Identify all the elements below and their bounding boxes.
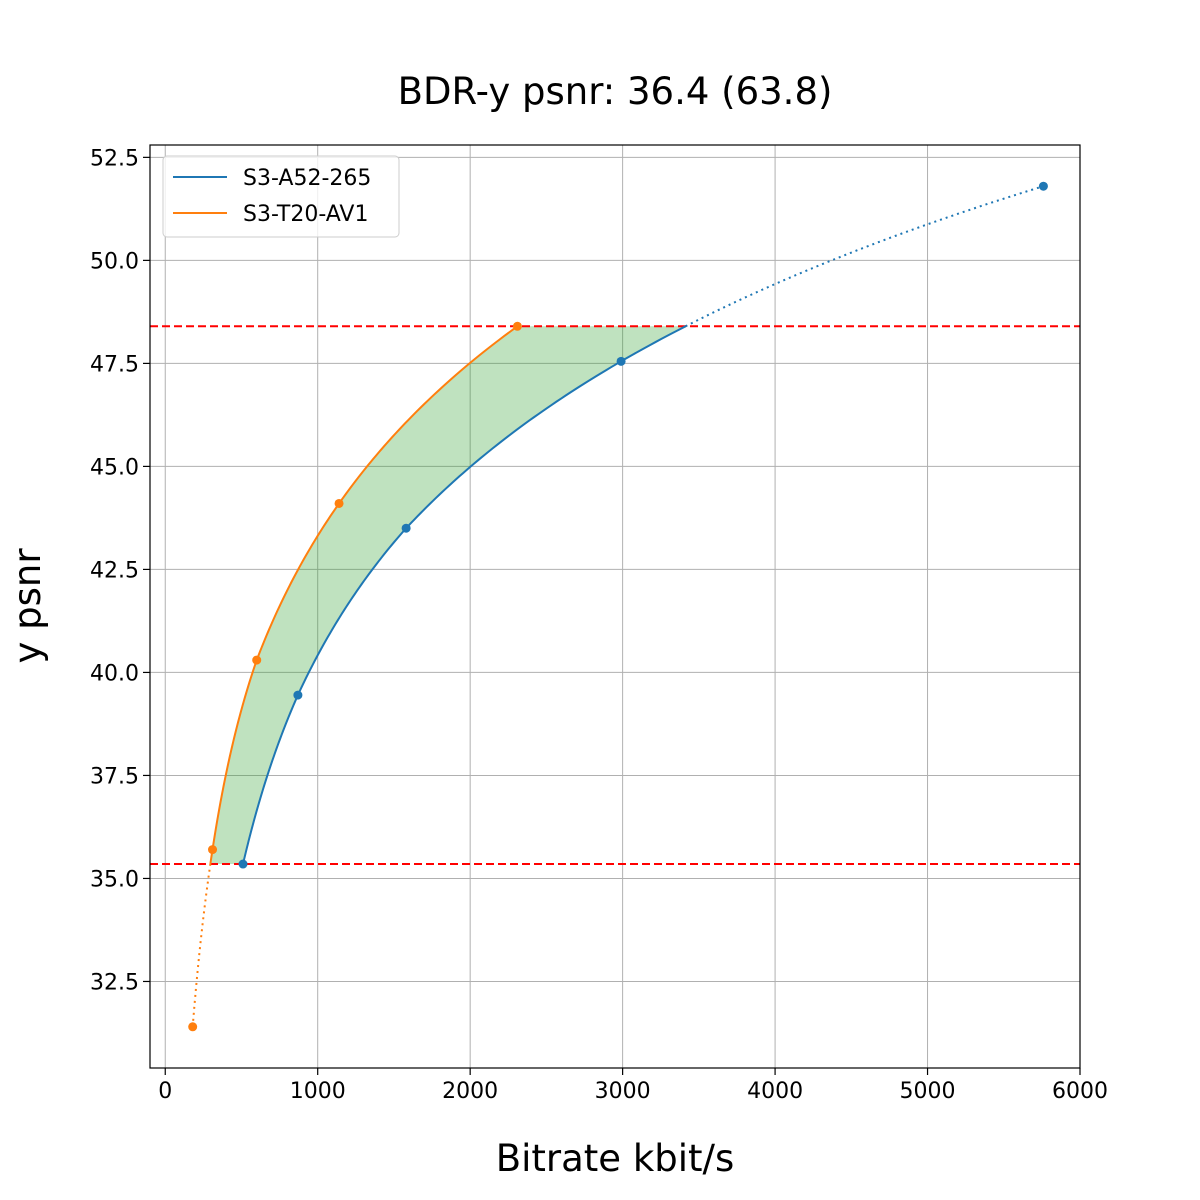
series-lines bbox=[191, 185, 1044, 1027]
x-axis-label: Bitrate kbit/s bbox=[496, 1137, 735, 1180]
x-tick-label: 5000 bbox=[900, 1079, 956, 1104]
s3-t20-av1-extrapolated-low bbox=[191, 863, 212, 1027]
x-tick-label: 6000 bbox=[1052, 1079, 1108, 1104]
x-tick-label: 2000 bbox=[442, 1079, 498, 1104]
s3-a52-265-point bbox=[616, 356, 626, 366]
s3-a52-265-point bbox=[238, 859, 248, 869]
s3-t20-av1-point bbox=[208, 845, 218, 855]
s3-t20-av1-point bbox=[188, 1022, 198, 1032]
plot-frame bbox=[149, 144, 1081, 1069]
s3-t20-av1-point bbox=[512, 321, 522, 331]
s3-a52-265-curve bbox=[242, 325, 686, 865]
legend-entry-s3-a52-265: S3-A52-265 bbox=[243, 166, 371, 191]
y-tick-label: 50.0 bbox=[90, 249, 139, 274]
chart-title: BDR-y psnr: 36.4 (63.8) bbox=[398, 70, 833, 113]
x-axis-ticks: 0 1000 2000 3000 4000 5000 6000 bbox=[158, 1068, 1108, 1104]
reference-lines bbox=[150, 325, 1080, 866]
s3-a52-265-point bbox=[401, 523, 411, 533]
y-axis-ticks: 32.5 35.0 37.5 40.0 42.5 45.0 47.5 50.0 52.5 bbox=[90, 146, 150, 995]
y-tick-label: 40.0 bbox=[90, 661, 139, 686]
legend: S3-A52-265 S3-T20-AV1 bbox=[162, 155, 400, 238]
y-tick-label: 52.5 bbox=[90, 146, 139, 171]
y-tick-label: 42.5 bbox=[90, 558, 139, 583]
s3-t20-av1-curve bbox=[209, 325, 519, 865]
legend-entry-s3-t20-av1: S3-T20-AV1 bbox=[243, 202, 368, 227]
y-tick-label: 37.5 bbox=[90, 764, 139, 789]
s3-a52-265-extrapolated-high bbox=[685, 185, 1044, 328]
y-axis-label: y psnr bbox=[6, 548, 49, 664]
s3-t20-av1-point bbox=[334, 498, 344, 508]
x-tick-label: 0 bbox=[158, 1079, 172, 1104]
s3-t20-av1-point bbox=[252, 655, 262, 665]
y-tick-label: 35.0 bbox=[90, 867, 139, 892]
y-tick-label: 47.5 bbox=[90, 352, 139, 377]
data-points bbox=[188, 181, 1048, 1032]
y-tick-label: 32.5 bbox=[90, 970, 139, 995]
shaded-area bbox=[210, 326, 686, 865]
s3-a52-265-point bbox=[1038, 181, 1048, 191]
y-tick-label: 45.0 bbox=[90, 455, 139, 480]
x-tick-label: 4000 bbox=[747, 1079, 803, 1104]
grid-lines bbox=[150, 145, 1081, 1068]
x-tick-label: 3000 bbox=[595, 1079, 651, 1104]
bdr-shaded-region bbox=[210, 326, 686, 865]
s3-a52-265-point bbox=[293, 690, 303, 700]
x-tick-label: 1000 bbox=[290, 1079, 346, 1104]
